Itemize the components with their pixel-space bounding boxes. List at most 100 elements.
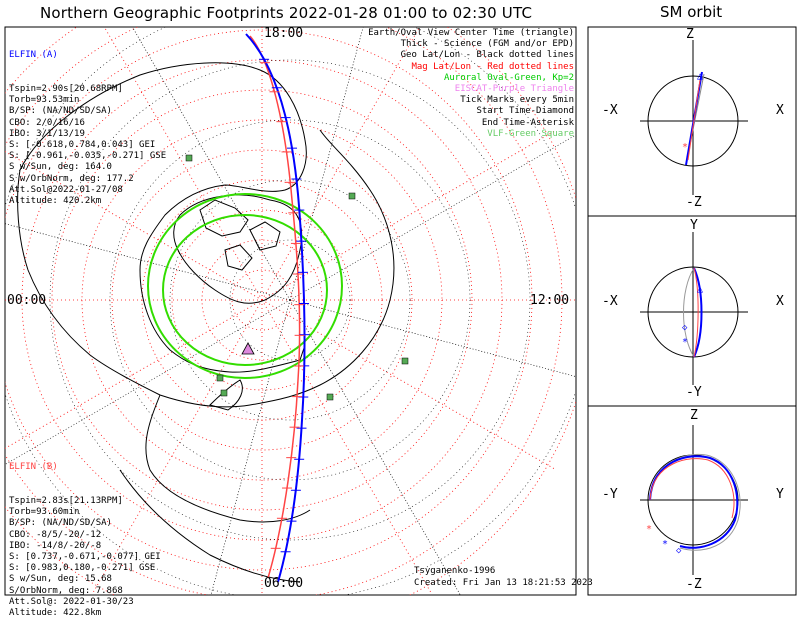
mag-lat-circle	[5, 29, 533, 571]
sm3-bottom: -Z	[686, 577, 702, 592]
map-frame	[4, 26, 577, 596]
elfin-a-line: Att.Sol@2022-01-27/08	[9, 184, 123, 195]
mag-lat-circle	[111, 149, 413, 451]
vlf-square	[348, 192, 356, 200]
mag-lat-circle	[171, 209, 353, 391]
elfin-a-line: S: [-0.618,0.784,0.043] GEI	[9, 140, 156, 151]
map-label-top: 18:00	[264, 26, 304, 41]
elfin-b-line: S/OrbNorm, deg: 7.868	[9, 585, 123, 596]
geo-lat-circle	[109, 119, 471, 481]
polar-map	[5, 27, 576, 595]
elfin-b-line: Att.Sol@: 2022-01-30/23	[9, 596, 134, 607]
sm3-left: -Y	[602, 487, 618, 502]
elfin-b-ticks	[259, 62, 305, 549]
geo-lon-line	[5, 223, 291, 301]
sm3-right: Y	[776, 487, 784, 502]
geo-lon-line	[289, 299, 461, 595]
sm3-top: Z	[690, 408, 698, 423]
elfin-b-line: S: [0.737,-0.671,-0.077] GEI	[9, 552, 161, 563]
elfin-a-line: CBO: 2/0/16/16	[9, 117, 85, 128]
sm2-right: X	[776, 294, 784, 309]
vlf-square	[216, 374, 224, 382]
mag-lon-line	[103, 27, 263, 301]
elfin-a-line: Altitude: 420.2km	[9, 196, 102, 207]
elfin-a-track	[245, 33, 306, 583]
sm1-top: Z	[686, 27, 694, 42]
sm2-bottom: -Y	[686, 385, 702, 400]
map-label-right: 12:00	[530, 293, 570, 308]
geo-lat-circle	[49, 59, 531, 541]
svg-text:*: *	[682, 142, 688, 153]
plot-title: Northern Geographic Footprints 2022-01-2…	[40, 4, 533, 22]
mag-lon-line	[261, 299, 557, 471]
sm2-top: Y	[690, 218, 698, 233]
svg-text:*: *	[662, 539, 668, 550]
elfin-b-line: S: [0.983,0.180,-0.271] GSE	[9, 563, 156, 574]
vlf-square	[185, 154, 193, 162]
elfin-b-line: IBO: -14/8/-20/-8	[9, 540, 102, 551]
sm-panel-xz: △ *	[640, 40, 748, 195]
geo-lon-line	[289, 299, 576, 377]
vlf-square	[326, 393, 334, 401]
mag-lat-circles	[5, 27, 576, 595]
svg-text:*: *	[646, 524, 652, 535]
auroral-ovals	[147, 193, 343, 379]
elfin-a-line: Torb=93.53min	[9, 95, 80, 106]
geo-lon-lines	[5, 27, 576, 595]
legend-item: Auroral Oval-Green, Kp=2	[443, 72, 574, 83]
elfin-a-info: ELFIN (A) Tspin=2.90s[20.68RPM] Torb=93.5…	[9, 28, 166, 218]
sm1-right: X	[776, 103, 784, 118]
elfin-a-line: Tspin=2.90s[20.68RPM]	[9, 84, 123, 95]
coast-europe	[145, 394, 311, 523]
vlf-stations	[185, 154, 409, 401]
sm1-elfin-b	[687, 79, 701, 161]
sm1-bottom: -Z	[686, 195, 702, 210]
sm-orbit-title: SM orbit	[660, 3, 723, 21]
legend-item: Start Time-Diamond	[476, 106, 574, 117]
coast-scandinavia	[209, 379, 243, 411]
sm-frame	[587, 26, 797, 596]
svg-text:*: *	[682, 337, 688, 348]
legend-item: Earth/Oval View Center Time (triangle)	[368, 28, 574, 38]
mag-lon-line	[261, 27, 421, 301]
coast-eurasia	[159, 129, 395, 408]
elfin-b-lines: Tspin=2.83s[21.13RPM] Torb=93.60min B/SP: …	[9, 496, 161, 619]
svg-text:△: △	[697, 71, 703, 82]
legend-item: EISCAT-Purple Triangle	[454, 84, 574, 95]
credit: Tsyganenko-1996	[414, 566, 496, 576]
sm3-elfin-b	[649, 458, 735, 519]
geo-lat-circle	[229, 239, 351, 361]
elfin-b-line: Torb=93.60min	[9, 507, 80, 518]
legend-item: Tick Marks every 5min	[460, 95, 574, 106]
elfin-b-track	[249, 35, 301, 579]
coast-canada-islands	[199, 199, 281, 271]
legend-item: Thick - Science (FGM and/or EPD)	[400, 39, 574, 50]
geo-lon-line	[289, 27, 364, 301]
mag-lon-line	[5, 151, 263, 301]
sm-panel-yz: * * ◇	[640, 425, 748, 575]
elfin-a-ticks	[259, 58, 310, 553]
auroral-oval-inner	[162, 214, 328, 366]
map-label-left: 00:00	[7, 293, 47, 308]
coast-north-america-west	[17, 169, 161, 396]
created-date: Created: Fri Jan 13 18:21:53 2023	[414, 578, 593, 588]
elfin-b-info: ELFIN (B) Tspin=2.83s[21.13RPM] Torb=93.6…	[9, 440, 161, 630]
sm-panel-xy: △ * ◇	[640, 232, 748, 385]
elfin-b-line: Tspin=2.83s[21.13RPM]	[9, 496, 123, 507]
elfin-a-title: ELFIN (A)	[9, 50, 58, 61]
elfin-b-line: S w/Sun, deg: 15.68	[9, 574, 112, 585]
legend-item: End Time-Asterisk	[481, 117, 574, 128]
legend-item: VLF-Green Square	[487, 128, 574, 139]
coast-north-america	[19, 62, 307, 373]
eiscat-triangle	[241, 342, 255, 355]
svg-text:△: △	[697, 284, 703, 295]
sm2-left: -X	[602, 294, 618, 309]
elfin-a-line: B/SP: (NA/ND/SD/SA)	[9, 106, 112, 117]
geo-lat-circle	[169, 179, 411, 421]
sm2-elfin-b	[693, 267, 699, 358]
legend-item: Geo Lat/Lon - Black dotted lines	[400, 50, 574, 61]
elfin-a-line: S w/Sun, deg: 164.0	[9, 162, 112, 173]
elfin-b-line: Altitude: 422.8km	[9, 608, 102, 619]
elfin-a-line: S: [-0.961,-0.035,-0.271] GSE	[9, 151, 167, 162]
coast-greenland	[173, 194, 303, 304]
